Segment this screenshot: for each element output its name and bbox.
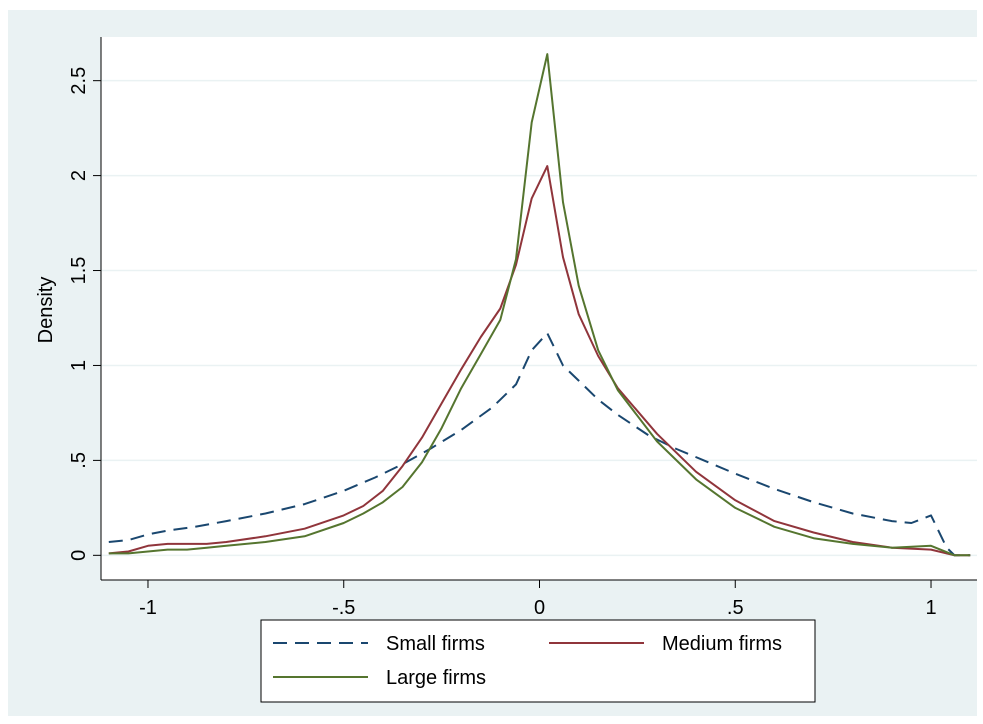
y-tick-label: .5 (68, 452, 90, 469)
series-line-small-firms (108, 332, 971, 557)
legend-label: Large firms (386, 667, 486, 689)
series-lines (108, 53, 971, 557)
y-tick-label: 2 (68, 170, 90, 181)
legend: Small firms Medium firms Large firms (260, 619, 816, 703)
x-tick-label: .5 (727, 597, 744, 619)
x-tick-label: -.5 (332, 597, 355, 619)
y-tick-label: 2.5 (68, 67, 90, 95)
series-line-large-firms (108, 53, 971, 557)
axes: 0 .5 1 1.5 2 2.5 -1 -.5 0 .5 1 (68, 37, 977, 619)
y-axis-title: Density (35, 277, 57, 344)
grid-lines (101, 79, 977, 557)
density-chart: 0 .5 1 1.5 2 2.5 -1 -.5 0 .5 1 Density Small firms… (35, 37, 977, 703)
legend-box (260, 619, 816, 703)
x-tick-label: 1 (925, 597, 936, 619)
y-tick-label: 1 (68, 360, 90, 371)
plot-area (101, 37, 977, 580)
series-line-medium-firms (108, 165, 971, 557)
y-tick-label: 1.5 (68, 257, 90, 285)
y-tick-label: 0 (68, 550, 90, 561)
chart-frame: 0 .5 1 1.5 2 2.5 -1 -.5 0 .5 1 Density Small firms… (8, 10, 977, 716)
legend-label: Medium firms (662, 633, 782, 655)
x-tick-label: -1 (139, 597, 157, 619)
x-tick-label: 0 (534, 597, 545, 619)
legend-label: Small firms (386, 633, 485, 655)
